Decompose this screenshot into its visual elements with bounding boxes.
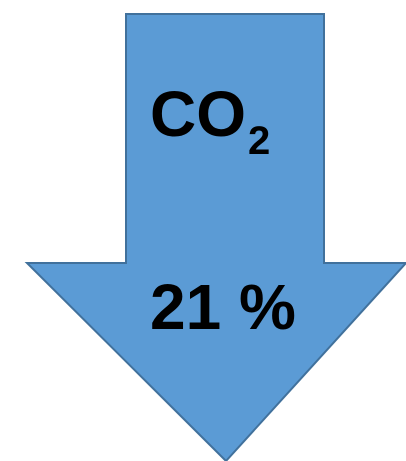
co2-label-subscript: 2 — [248, 119, 271, 163]
reduction-value: 21 % — [150, 271, 296, 343]
down-arrow-body — [24, 13, 406, 461]
co2-label-main: CO — [150, 78, 246, 150]
co2-label: CO2 — [150, 82, 270, 163]
